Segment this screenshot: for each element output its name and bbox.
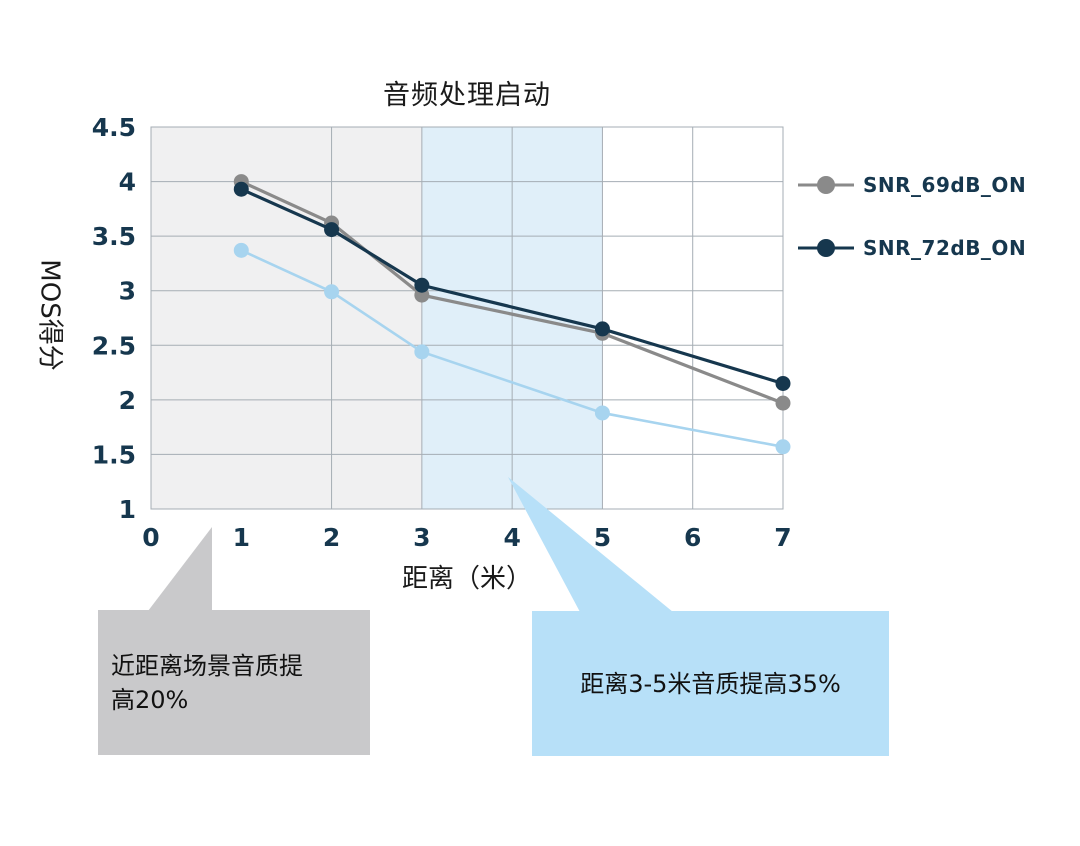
legend-item-snr-69db: SNR_69dB_ON	[798, 169, 1026, 201]
tick-labels: 0 1 2 3 4 5 6 711.522.533.544.5	[92, 113, 792, 552]
series-SNR_72dB_ON	[233, 181, 791, 391]
x-tick-label: 7	[774, 523, 791, 552]
data-point-marker	[324, 284, 340, 300]
data-point-marker	[233, 181, 249, 197]
legend-label-snr-72db: SNR_72dB_ON	[863, 236, 1027, 260]
data-point-marker	[775, 439, 791, 455]
callout-near-distance: 近距离场景音质提高20%	[98, 610, 370, 755]
callout-near-distance-text: 近距离场景音质提高20%	[111, 651, 303, 714]
y-tick-label: 3.5	[92, 222, 136, 251]
data-point-marker	[324, 222, 340, 238]
shaded-region	[151, 127, 422, 509]
data-point-marker	[594, 405, 610, 421]
legend-line-marker-icon	[798, 176, 854, 194]
x-tick-label: 4	[503, 523, 520, 552]
x-tick-label: 5	[594, 523, 611, 552]
series-unlabeled	[233, 242, 791, 455]
data-point-marker	[233, 242, 249, 258]
y-tick-label: 4.5	[92, 113, 136, 142]
y-tick-label: 1	[119, 495, 136, 524]
legend: SNR_69dB_ON SNR_72dB_ON	[798, 169, 1026, 264]
callout-3-5m-pointer-icon	[508, 477, 673, 612]
x-tick-label: 3	[413, 523, 430, 552]
y-tick-label: 1.5	[92, 440, 136, 469]
x-tick-label: 2	[323, 523, 340, 552]
x-tick-label: 1	[233, 523, 250, 552]
chart-title: 音频处理启动	[383, 80, 551, 111]
legend-label-snr-69db: SNR_69dB_ON	[863, 173, 1027, 197]
y-tick-label: 3	[119, 277, 136, 306]
data-point-marker	[414, 277, 430, 293]
data-point-marker	[775, 375, 791, 391]
gridlines	[150, 126, 784, 510]
y-tick-label: 4	[119, 168, 136, 197]
data-point-marker	[594, 321, 610, 337]
callout-near-distance-pointer-icon	[148, 527, 212, 611]
shaded-regions	[151, 127, 603, 509]
callout-3-5m-text: 距离3-5米音质提高35%	[580, 669, 841, 698]
x-tick-label: 6	[684, 523, 701, 552]
y-tick-label: 2	[119, 386, 136, 415]
data-point-marker	[775, 395, 791, 411]
callout-3-5m: 距离3-5米音质提高35%	[532, 611, 889, 756]
plot-border	[150, 126, 784, 510]
data-point-marker	[414, 344, 430, 360]
y-tick-label: 2.5	[92, 331, 136, 360]
x-tick-label: 0	[142, 523, 159, 552]
x-axis-title: 距离（米）	[401, 564, 532, 594]
legend-line-marker-icon	[798, 239, 854, 257]
legend-item-snr-72db: SNR_72dB_ON	[798, 232, 1026, 264]
